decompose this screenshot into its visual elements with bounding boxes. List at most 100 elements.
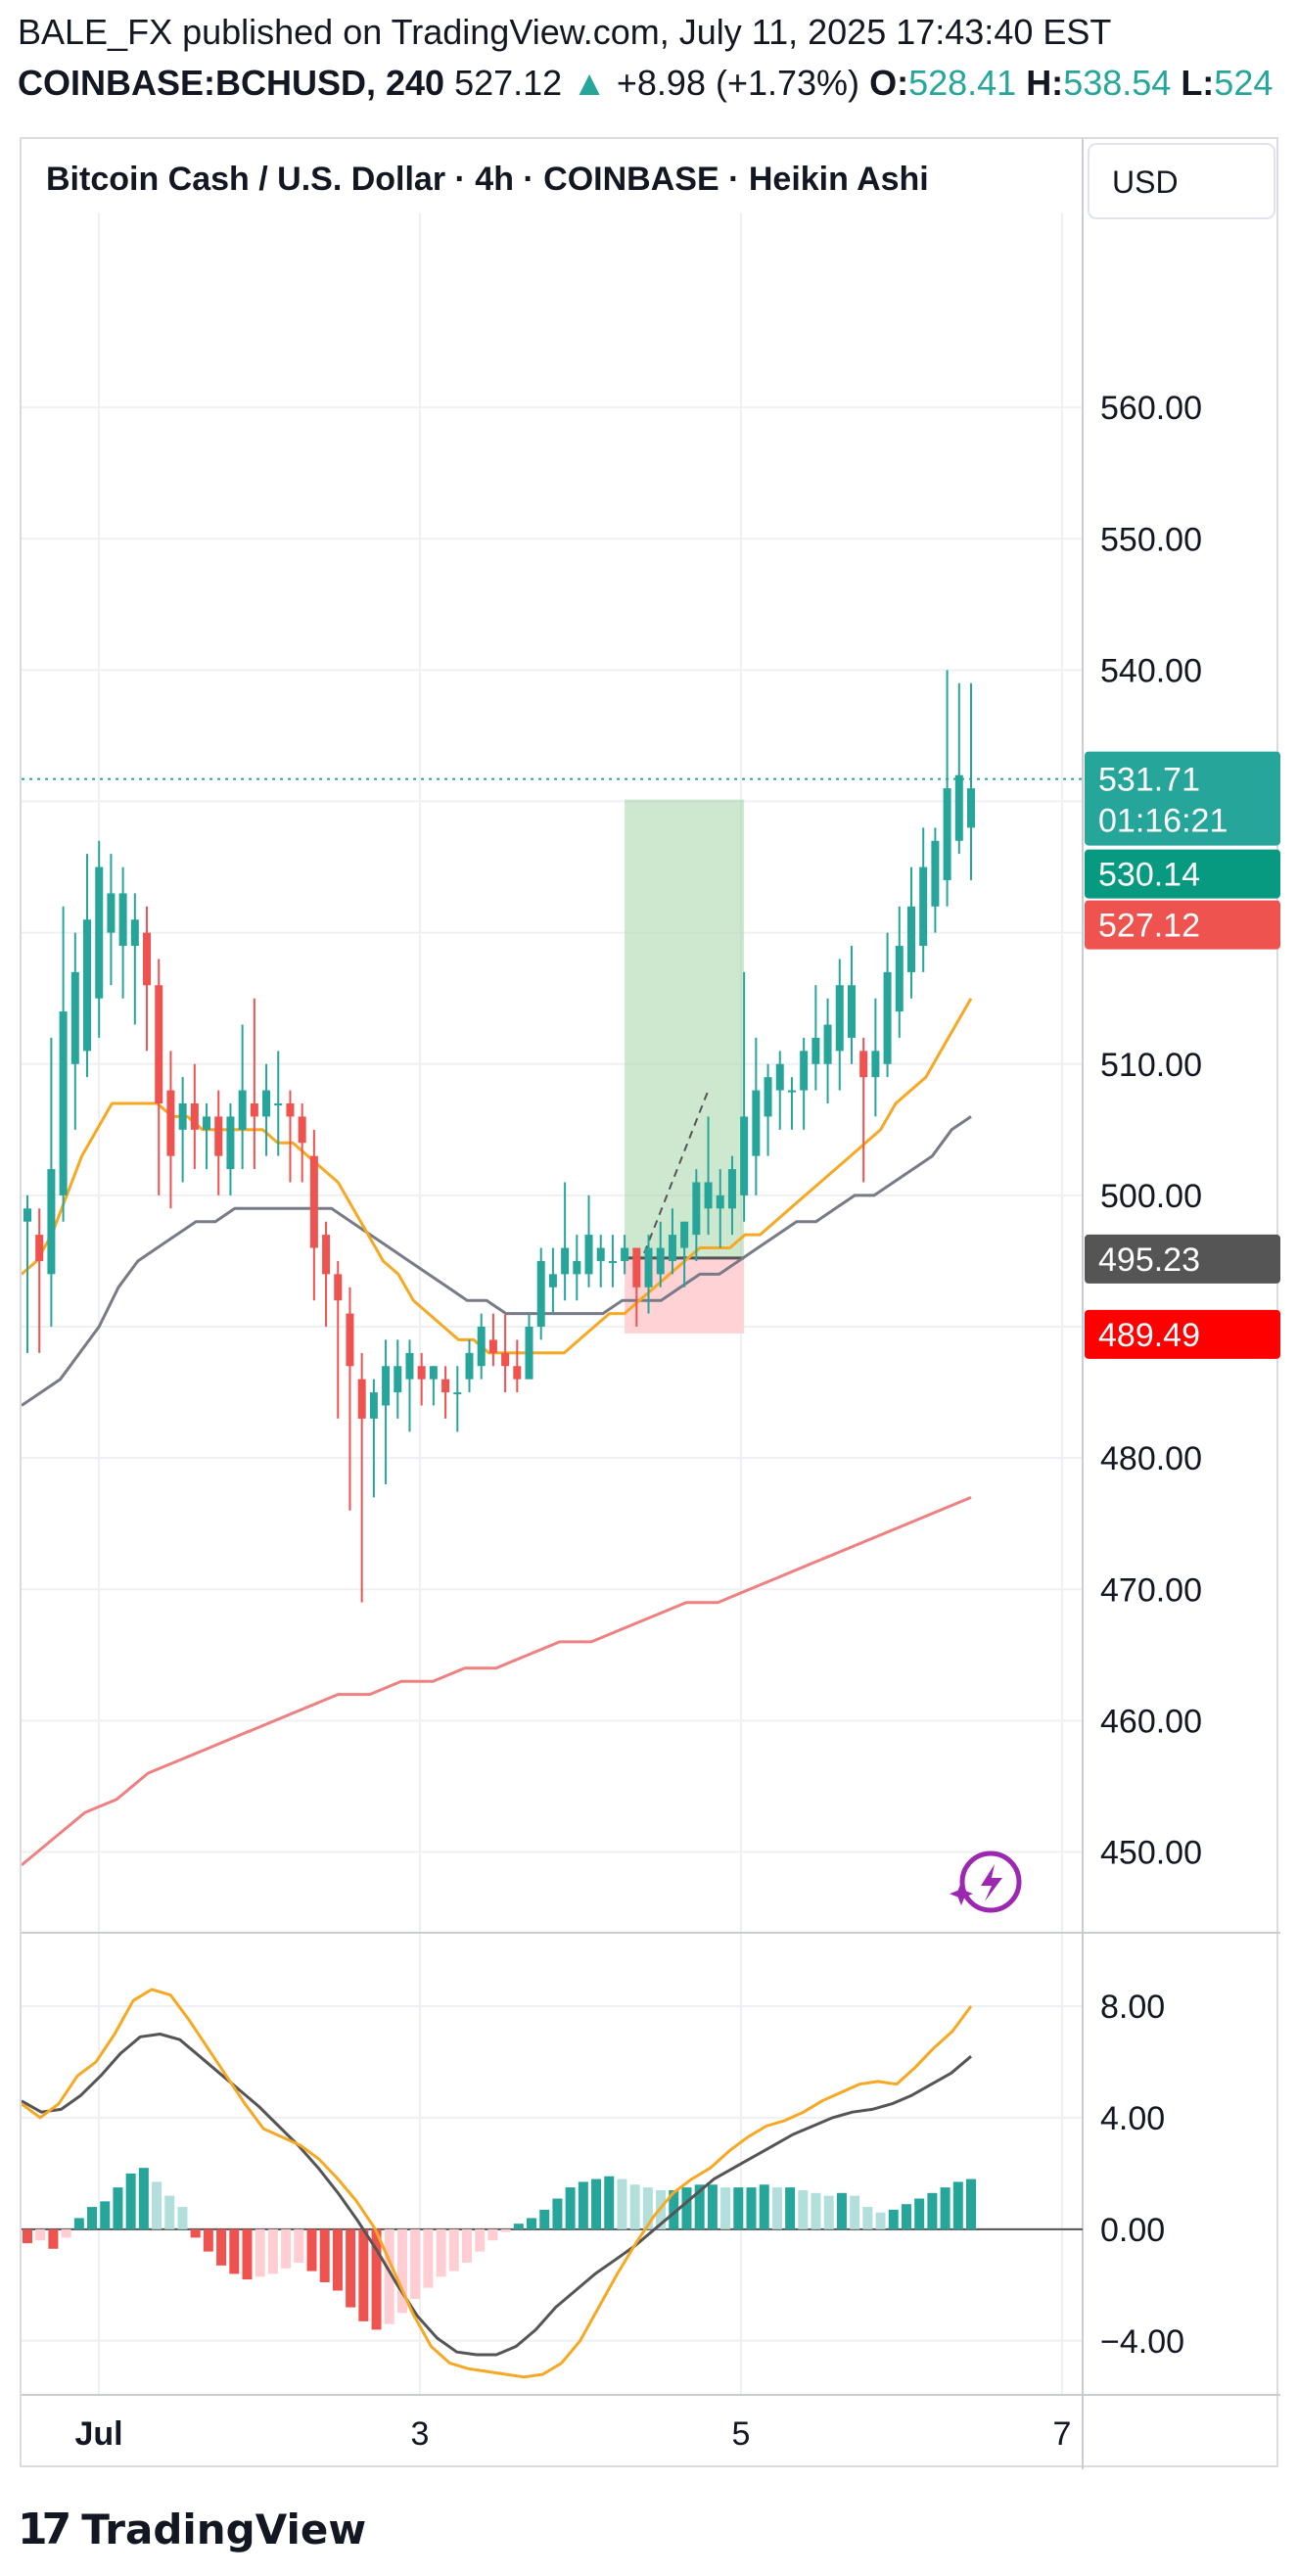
macd-histogram-bar: [513, 2224, 524, 2229]
macd-histogram-bar: [461, 2228, 472, 2264]
macd-histogram-bar: [759, 2184, 769, 2229]
candle-body: [238, 1090, 247, 1130]
candle: [704, 1116, 713, 1236]
macd-histogram-bar: [552, 2198, 563, 2229]
macd-histogram-bar: [294, 2228, 304, 2264]
candle-body: [488, 1339, 497, 1353]
candle: [405, 1339, 414, 1432]
candle: [967, 682, 975, 880]
symbol-label: COINBASE:BCHUSD, 240: [18, 63, 445, 103]
candle: [130, 893, 139, 1025]
candle: [656, 1221, 665, 1288]
tradingview-logo[interactable]: 17 TradingView: [18, 2502, 366, 2556]
candle: [238, 1024, 247, 1170]
candle-body: [548, 1274, 557, 1288]
macd-histogram-bar: [203, 2228, 213, 2252]
candle-body: [764, 1077, 772, 1117]
price-change: +8.98 (+1.73%): [616, 63, 860, 103]
macd-histogram-bar: [242, 2228, 253, 2280]
price-badge-label: 495.23: [1098, 1241, 1200, 1279]
projection-line: [643, 1090, 710, 1254]
currency-button-label: USD: [1112, 164, 1179, 200]
macd-histogram-bar: [578, 2181, 588, 2229]
candle-body: [130, 919, 139, 947]
candle: [548, 1247, 557, 1314]
macd-histogram-bar: [733, 2187, 744, 2229]
macd-histogram-bar: [436, 2228, 446, 2277]
candle: [847, 946, 856, 1064]
tradingview-logo-icon: 17: [18, 2504, 71, 2554]
candle: [501, 1313, 510, 1393]
candle-body: [155, 985, 163, 1103]
candle: [166, 1051, 175, 1209]
macd-histogram-bar: [113, 2187, 123, 2229]
candle-body: [95, 866, 104, 999]
price-badge: [1085, 849, 1280, 899]
candle-body: [883, 971, 892, 1064]
macd-tick-label: 4.00: [1100, 2100, 1165, 2137]
candle: [369, 1379, 378, 1498]
long-position-tool: [22, 777, 1083, 1334]
candle-body: [453, 1392, 462, 1395]
candle-body: [309, 1155, 318, 1248]
macd-histogram-bar: [332, 2228, 343, 2291]
macd-histogram-bar: [617, 2178, 627, 2229]
candle: [621, 1235, 629, 1275]
macd-histogram-bar: [281, 2228, 292, 2269]
candle-body: [262, 1090, 271, 1117]
candle: [740, 971, 749, 1222]
price-tick-label: 460.00: [1100, 1703, 1202, 1740]
candle: [107, 854, 116, 986]
candle-body: [859, 1051, 868, 1078]
macd-histogram-bar: [862, 2207, 873, 2229]
currency-button[interactable]: [1088, 143, 1275, 219]
candle-body: [382, 1366, 391, 1406]
candle-body: [298, 1116, 306, 1144]
candle: [23, 1194, 31, 1353]
macd-histogram-bar: [669, 2189, 679, 2229]
chart-frame[interactable]: 560.00 550.00 540.00 510.00 500.00 480.00 470.…: [20, 137, 1280, 2469]
price-tick-label: 540.00: [1100, 652, 1202, 689]
price-badge: [1085, 1234, 1280, 1284]
candle-body: [47, 1169, 56, 1275]
candle: [35, 1208, 44, 1353]
macd-histogram-bar: [306, 2228, 317, 2272]
candle-body: [405, 1352, 414, 1380]
price-badge: [1085, 751, 1280, 846]
candle: [178, 1077, 187, 1183]
price-tick-label: 450.00: [1100, 1835, 1202, 1872]
macd-histogram-bar: [927, 2192, 938, 2229]
candle-body: [740, 1116, 749, 1195]
macd-histogram-bar: [267, 2228, 278, 2274]
candle-body: [429, 1366, 438, 1380]
candle: [752, 1037, 761, 1195]
candle-body: [477, 1327, 486, 1367]
candle-body: [811, 1037, 820, 1064]
macd-histogram-bar: [358, 2228, 369, 2321]
candles: [23, 670, 975, 1603]
candle: [322, 1221, 331, 1328]
price-axis: 560.00 550.00 540.00 510.00 500.00 480.00 470.…: [1085, 390, 1280, 2361]
candle-body: [166, 1090, 175, 1156]
sparkle-lightning-icon[interactable]: [950, 1850, 1022, 1913]
candle: [513, 1339, 522, 1393]
macd-histogram-bar: [229, 2228, 240, 2274]
candle: [346, 1287, 354, 1511]
candle-body: [59, 1011, 68, 1195]
candle: [382, 1339, 391, 1484]
candle-body: [692, 1182, 701, 1236]
candle: [95, 840, 104, 1038]
candle: [83, 854, 92, 1078]
candle: [59, 906, 68, 1222]
candle: [584, 1194, 593, 1288]
macd-histogram-bar: [746, 2187, 757, 2229]
candle: [286, 1090, 295, 1183]
open-label: O:: [869, 63, 909, 103]
candle-body: [656, 1247, 665, 1275]
candle-body: [573, 1260, 581, 1275]
macd-histogram-bar: [23, 2228, 32, 2244]
macd-histogram-bar: [966, 2178, 976, 2229]
macd-histogram-bar: [100, 2201, 111, 2229]
macd-histogram-bar: [527, 2218, 537, 2229]
chart-canvas[interactable]: 560.00 550.00 540.00 510.00 500.00 480.00 470.…: [22, 139, 1280, 2469]
